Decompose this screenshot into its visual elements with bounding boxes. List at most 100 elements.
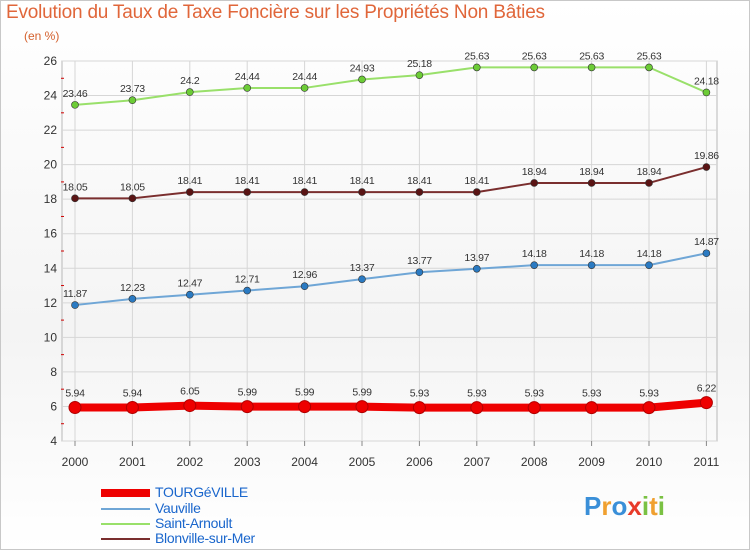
data-point [587,63,596,72]
series-line-saint-arnoult [74,66,708,106]
data-label: 5.94 [65,387,85,399]
data-label: 18.41 [292,175,317,187]
data-label: 23.73 [120,83,145,95]
data-label: 14.18 [637,248,662,260]
x-tick-label: 2006 [406,455,433,469]
data-label: 13.97 [464,252,489,264]
data-label: 18.94 [522,166,547,178]
data-label: 24.18 [694,75,719,87]
data-point [355,400,369,414]
x-tick-label: 2003 [234,455,261,469]
series-line-tourgéville [71,398,711,412]
data-label: 24.2 [180,75,200,87]
y-tick-label: 12 [44,296,58,310]
logo-letter: i [641,491,650,521]
data-point [243,188,251,196]
y-tick-label: 14 [44,261,58,275]
data-point [300,188,309,196]
data-label: 18.05 [120,181,145,193]
y-tick-label: 18 [44,192,58,206]
data-label: 12.96 [292,269,317,281]
data-label: 18.41 [464,175,489,187]
data-label: 25.63 [522,50,547,62]
y-tick-label: 22 [44,123,58,137]
plot-area [61,60,718,442]
data-point [702,163,711,171]
data-point [358,75,366,84]
x-tick-label: 2007 [463,455,490,469]
y-tick-label: 10 [44,330,58,344]
logo-letter: x [627,491,642,521]
data-point [530,63,539,72]
data-label: 18.94 [637,166,662,178]
data-point [699,396,713,410]
data-label: 18.41 [235,175,260,187]
data-label: 25.63 [637,50,662,62]
data-label: 11.87 [63,288,87,300]
data-point [415,188,424,196]
data-label: 5.93 [582,388,602,400]
data-point [645,179,653,187]
y-tick-label: 8 [50,365,57,379]
data-label: 5.93 [639,388,659,400]
data-point [470,401,484,415]
x-tick-label: 2005 [349,455,376,469]
data-label: 5.93 [467,388,487,400]
y-tick-label: 24 [44,89,58,103]
data-point [300,84,309,92]
data-label: 14.18 [579,248,604,260]
data-point [71,194,79,203]
logo-letter: P [584,491,602,521]
data-point [128,295,137,303]
data-label: 5.93 [410,388,430,400]
data-label: 25.63 [579,50,604,62]
x-tick-label: 2002 [176,455,203,469]
data-point [300,282,309,291]
data-point [128,194,137,203]
legend-label: Saint-Arnoult [155,515,233,531]
data-label: 18.05 [63,181,88,193]
series-line-vauville [74,252,708,307]
logo-letter: o [611,491,628,521]
data-point [415,268,424,277]
x-tick-label: 2001 [119,455,146,469]
data-label: 5.93 [525,388,545,400]
data-label: 14.87 [694,236,719,248]
proxiti-logo: Proxiti [584,491,665,522]
data-point [587,261,596,269]
legend-label: Blonville-sur-Mer [155,530,255,546]
data-label: 23.46 [63,88,88,100]
data-label: 24.44 [292,71,317,83]
data-point [585,401,599,415]
chart-title: Evolution du Taux de Taxe Foncière sur l… [6,2,545,23]
logo-letter: t [649,491,658,521]
data-point [415,71,424,79]
logo-letter: i [657,491,665,521]
data-label: 6.22 [697,383,717,395]
data-point [243,286,251,295]
data-point [186,88,194,96]
data-point [71,101,79,109]
data-point [530,179,539,187]
data-point [702,249,711,258]
data-label: 12.71 [235,274,260,286]
x-tick-label: 2010 [636,455,663,469]
data-point [125,400,139,414]
data-label: 18.41 [350,175,375,187]
x-tick-label: 2009 [578,455,605,469]
data-point [183,399,197,413]
data-label: 12.47 [177,278,202,290]
series-line-blonville-sur-mer [74,166,708,200]
data-point [472,264,481,273]
data-point [530,261,539,269]
data-point [702,88,711,97]
data-point [645,63,653,72]
data-point [298,400,312,414]
x-tick-label: 2000 [62,455,89,469]
data-point [71,301,79,309]
data-label: 13.37 [350,262,375,274]
data-label: 19.86 [694,150,719,162]
data-label: 14.18 [522,248,547,260]
data-point [587,179,596,187]
